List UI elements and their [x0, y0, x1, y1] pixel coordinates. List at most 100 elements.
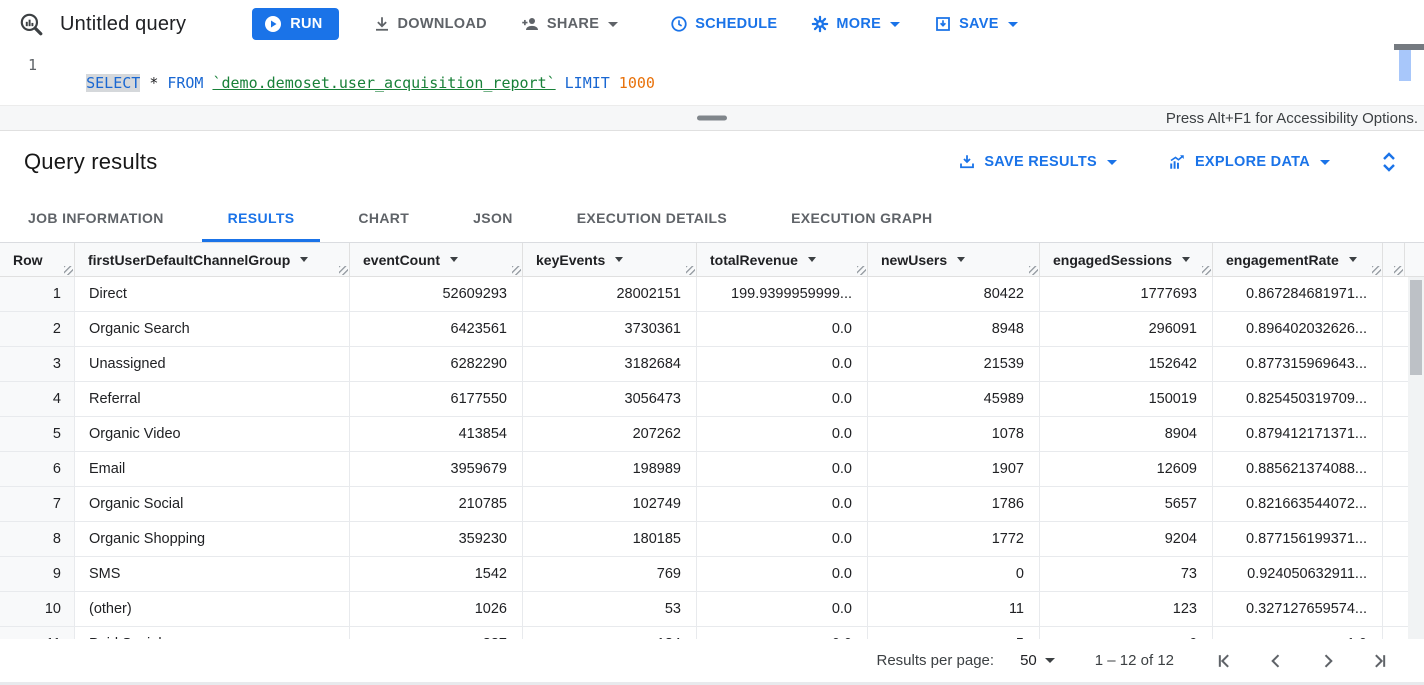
- more-button[interactable]: MORE: [811, 15, 901, 33]
- header-filler-cell: [1383, 243, 1405, 276]
- sort-caret-icon[interactable]: [615, 257, 624, 262]
- first-page-button[interactable]: [1214, 651, 1234, 671]
- column-header-engagedsessions[interactable]: engagedSessions: [1040, 243, 1213, 276]
- next-page-button[interactable]: [1318, 651, 1338, 671]
- tab-json[interactable]: JSON: [473, 209, 513, 226]
- column-resize-handle[interactable]: [64, 266, 73, 275]
- table-cell: 0.0: [697, 382, 868, 416]
- table-row: 10 (other) 1026 53 0.0 11 123 0.327127659574...: [0, 592, 1424, 627]
- tab-results[interactable]: RESULTS: [202, 193, 321, 242]
- table-cell: 296091: [1040, 312, 1213, 346]
- table-cell: 0.867284681971...: [1213, 277, 1383, 311]
- column-label: eventCount: [363, 251, 440, 268]
- table-cell: 134: [523, 627, 697, 639]
- table-cell: 6177550: [350, 382, 523, 416]
- clock-icon: [671, 16, 687, 32]
- column-header-row[interactable]: Row: [0, 243, 75, 276]
- table-cell: 0.327127659574...: [1213, 592, 1383, 626]
- column-resize-handle[interactable]: [1202, 266, 1211, 275]
- table-vertical-scrollbar[interactable]: [1408, 277, 1424, 639]
- chevron-down-icon: [890, 21, 901, 27]
- save-button[interactable]: SAVE: [934, 15, 1018, 33]
- tab-execution-graph[interactable]: EXECUTION GRAPH: [791, 209, 933, 226]
- column-header-eventcount[interactable]: eventCount: [350, 243, 523, 276]
- table-cell: Referral: [75, 382, 350, 416]
- sort-caret-icon[interactable]: [1348, 257, 1357, 262]
- column-resize-handle[interactable]: [1372, 266, 1381, 275]
- expand-results-button[interactable]: [1380, 151, 1398, 173]
- table-cell: 0.0: [697, 417, 868, 451]
- table-cell: 3959679: [350, 452, 523, 486]
- line-number: 1: [27, 56, 37, 74]
- download-icon: [375, 17, 388, 31]
- row-number-cell: 5: [0, 417, 75, 451]
- table-cell: 0.877156199371...: [1213, 522, 1383, 556]
- tab-execution-details[interactable]: EXECUTION DETAILS: [576, 209, 728, 226]
- column-resize-handle[interactable]: [1394, 266, 1403, 275]
- column-resize-handle[interactable]: [1029, 266, 1038, 275]
- sort-caret-icon[interactable]: [450, 257, 458, 262]
- column-resize-handle[interactable]: [339, 266, 348, 275]
- pagination-controls: [1214, 651, 1390, 671]
- table-cell: Paid Social: [75, 627, 350, 639]
- splitter-drag-handle[interactable]: [697, 115, 727, 121]
- column-header-engagementrate[interactable]: engagementRate: [1213, 243, 1383, 276]
- table-cell: 413854: [350, 417, 523, 451]
- column-label: engagedSessions: [1053, 251, 1173, 268]
- run-button[interactable]: RUN: [252, 8, 339, 40]
- schedule-button[interactable]: SCHEDULE: [670, 15, 777, 33]
- table-cell: 1542: [350, 557, 523, 591]
- column-resize-handle[interactable]: [857, 266, 866, 275]
- page-size-select[interactable]: 50: [1020, 652, 1055, 669]
- sql-table-reference-link[interactable]: `demo.demoset.user_acquisition_report`: [212, 74, 556, 92]
- table-cell: 11: [868, 592, 1040, 626]
- save-results-button[interactable]: SAVE RESULTS: [958, 153, 1117, 171]
- table-cell: 1078: [868, 417, 1040, 451]
- table-row: 11Paid Social3371340.0561.0: [0, 627, 1424, 639]
- table-cell: Direct: [75, 277, 350, 311]
- column-header-newusers[interactable]: newUsers: [868, 243, 1040, 276]
- download-button[interactable]: DOWNLOAD: [373, 15, 487, 33]
- column-header-keyevents[interactable]: keyEvents: [523, 243, 697, 276]
- schedule-button-label: SCHEDULE: [695, 16, 778, 32]
- column-resize-handle[interactable]: [512, 266, 521, 275]
- table-cell: 3730361: [523, 312, 697, 346]
- table-cell: 8948: [868, 312, 1040, 346]
- share-button[interactable]: SHARE: [521, 15, 619, 33]
- chevron-down-icon: [1106, 159, 1117, 165]
- table-cell: 0.0: [697, 487, 868, 521]
- tab-chart[interactable]: CHART: [358, 209, 410, 226]
- table-scrollbar-thumb[interactable]: [1410, 280, 1422, 375]
- pagination-bar: Results per page: 50 1 – 12 of 12: [0, 639, 1424, 682]
- last-page-button[interactable]: [1370, 651, 1390, 671]
- sort-caret-icon[interactable]: [807, 257, 816, 262]
- table-row: 1 Direct 52609293 28002151 199.9399959999...…: [0, 277, 1424, 312]
- previous-page-button[interactable]: [1266, 651, 1286, 671]
- column-header-firstuserdefaultchannelgroup[interactable]: firstUserDefaultChannelGroup: [75, 243, 350, 276]
- table-cell: 0.877315969643...: [1213, 347, 1383, 381]
- sort-caret-icon[interactable]: [957, 257, 966, 262]
- table-cell: 150019: [1040, 382, 1213, 416]
- row-number-cell: 8: [0, 522, 75, 556]
- table-cell: Organic Social: [75, 487, 350, 521]
- table-cell: 0.0: [697, 592, 868, 626]
- table-cell: 0.0: [697, 627, 868, 639]
- table-cell: 6: [1040, 627, 1213, 639]
- table-cell: 359230: [350, 522, 523, 556]
- tab-job-information[interactable]: JOB INFORMATION: [28, 209, 164, 226]
- editor-scrollbar-thumb[interactable]: [1399, 50, 1411, 81]
- sort-caret-icon[interactable]: [1182, 257, 1191, 262]
- table-cell: 1026: [350, 592, 523, 626]
- row-number-cell: 9: [0, 557, 75, 591]
- table-row: 9 SMS 1542 769 0.0 0 73 0.924050632911...: [0, 557, 1424, 592]
- sql-code-line: SELECT * FROM `demo.demoset.user_acquisitio…: [50, 56, 664, 105]
- column-resize-handle[interactable]: [686, 266, 695, 275]
- download-button-label: DOWNLOAD: [397, 16, 487, 32]
- sort-caret-icon[interactable]: [300, 257, 309, 262]
- explore-data-button[interactable]: EXPLORE DATA: [1167, 153, 1330, 171]
- column-header-totalrevenue[interactable]: totalRevenue: [697, 243, 868, 276]
- table-cell: 0: [868, 557, 1040, 591]
- sql-editor[interactable]: 1 SELECT * FROM `demo.demoset.user_acquisit…: [0, 44, 1424, 105]
- sql-limit-value: 1000: [618, 74, 655, 92]
- results-title: Query results: [24, 149, 158, 174]
